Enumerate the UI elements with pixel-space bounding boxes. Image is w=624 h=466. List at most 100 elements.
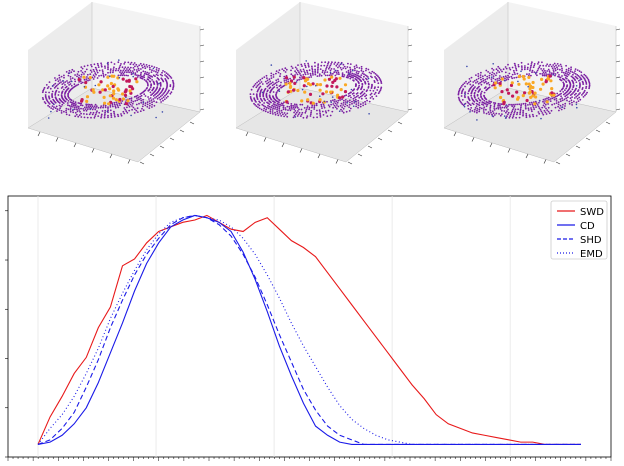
z-tick (407, 28, 413, 31)
cloud-point (524, 106, 527, 108)
cloud-object-point (101, 88, 105, 92)
cloud-point (153, 104, 156, 107)
cloud-point (336, 63, 339, 66)
cloud-point (130, 61, 133, 64)
cloud-point (45, 84, 48, 86)
cloud-outlier (476, 119, 478, 121)
cloud-point (96, 71, 99, 74)
cloud-point (552, 64, 555, 66)
cloud-point (253, 84, 256, 87)
cloud-point (561, 71, 563, 73)
cloud-point (354, 69, 356, 72)
cloud-point (85, 103, 88, 106)
cloud-point (571, 101, 573, 104)
cloud-point (485, 80, 487, 83)
cloud-point (113, 63, 116, 65)
cloud-point (266, 98, 269, 100)
cloud-outlier (354, 100, 357, 103)
cloud-point (358, 84, 361, 87)
cloud-point (263, 107, 266, 110)
cloud-object-point (296, 88, 300, 93)
cloud-point (48, 106, 51, 108)
cloud-point (97, 106, 100, 109)
cloud-outlier (323, 100, 326, 103)
cloud-outlier (329, 71, 332, 74)
cloud-point (480, 95, 482, 98)
cloud-outlier (278, 90, 281, 92)
cloud-outlier (106, 62, 109, 65)
cloud-point (162, 80, 165, 83)
cloud-object-point (540, 77, 544, 81)
cloud-point (127, 61, 130, 64)
cloud-point (131, 105, 133, 107)
cloud-point (264, 105, 267, 108)
cloud-point (117, 106, 120, 109)
y-tick (565, 153, 571, 157)
cloud-point (310, 110, 313, 112)
x-tick (109, 153, 113, 159)
cloud-point (94, 115, 96, 117)
cloud-point (577, 75, 580, 77)
cloud-point (562, 93, 565, 96)
cloud-outlier (504, 79, 506, 82)
cloud-point (286, 112, 289, 115)
cloud-point (533, 63, 536, 65)
cloud-point (150, 94, 152, 96)
cloud-point (351, 89, 354, 92)
cloud-point (337, 61, 340, 64)
cloud-point (564, 72, 567, 75)
cloud-point (169, 84, 172, 86)
cloud-point (44, 94, 47, 96)
cloud-point (61, 83, 64, 85)
cloud-point (143, 78, 146, 81)
cloud-point (102, 74, 105, 77)
cloud-point (565, 81, 568, 83)
cloud-point (273, 86, 276, 88)
cloud-point (143, 65, 146, 68)
cloud-point (298, 108, 300, 111)
cloud-point (337, 71, 340, 74)
cloud-point (542, 71, 545, 74)
cloud-point (560, 108, 563, 111)
cloud-point (577, 100, 580, 102)
cloud-point (333, 104, 336, 107)
cloud-point (328, 74, 331, 77)
cloud-point (290, 103, 293, 105)
cloud-point (76, 75, 78, 78)
cloud-point (270, 82, 273, 85)
cloud-point (145, 87, 148, 90)
cloud-point (130, 71, 133, 74)
cloud-point (514, 73, 516, 75)
cloud-point (355, 93, 358, 95)
cloud-point (326, 64, 329, 67)
cloud-point (585, 87, 587, 89)
cloud-point (507, 111, 510, 114)
cloud-point (293, 108, 296, 111)
cloud-point (281, 104, 283, 107)
cloud-point (499, 104, 501, 107)
cloud-point (279, 84, 282, 87)
cloud-object-point (552, 93, 556, 97)
cloud-point (78, 109, 81, 111)
cloud-point (276, 81, 278, 84)
cloud-point (95, 107, 97, 109)
cloud-point (269, 86, 272, 89)
x-tick (507, 148, 511, 153)
cloud-point (482, 108, 485, 110)
cloud-point (490, 73, 493, 76)
cloud-point (365, 78, 368, 81)
cloud-outlier (540, 117, 542, 120)
cloud-point (87, 103, 89, 106)
cloud-point (287, 109, 289, 111)
cloud-point (294, 74, 296, 76)
cloud-point (120, 114, 123, 117)
cloud-point (557, 101, 560, 104)
cloud-point (369, 97, 372, 99)
cloud-point (485, 112, 488, 115)
cloud-point (460, 92, 463, 95)
cloud-point (313, 104, 316, 107)
cloud-point (322, 69, 324, 72)
cloud-point (274, 108, 276, 110)
cloud-point (519, 111, 522, 114)
cloud-point (538, 107, 541, 110)
